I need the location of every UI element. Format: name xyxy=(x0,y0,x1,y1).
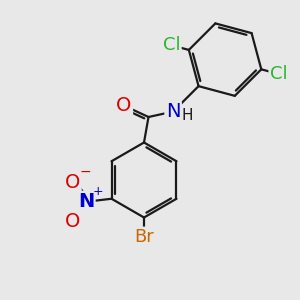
Text: O: O xyxy=(65,173,80,192)
Text: N: N xyxy=(78,192,94,211)
Text: O: O xyxy=(116,96,132,115)
Text: O: O xyxy=(65,212,80,231)
Text: Br: Br xyxy=(134,228,154,246)
Text: Cl: Cl xyxy=(270,65,287,83)
Text: N: N xyxy=(166,102,180,121)
Text: −: − xyxy=(79,165,91,178)
Text: +: + xyxy=(93,185,103,198)
Text: Cl: Cl xyxy=(163,36,180,54)
Text: H: H xyxy=(182,108,193,123)
